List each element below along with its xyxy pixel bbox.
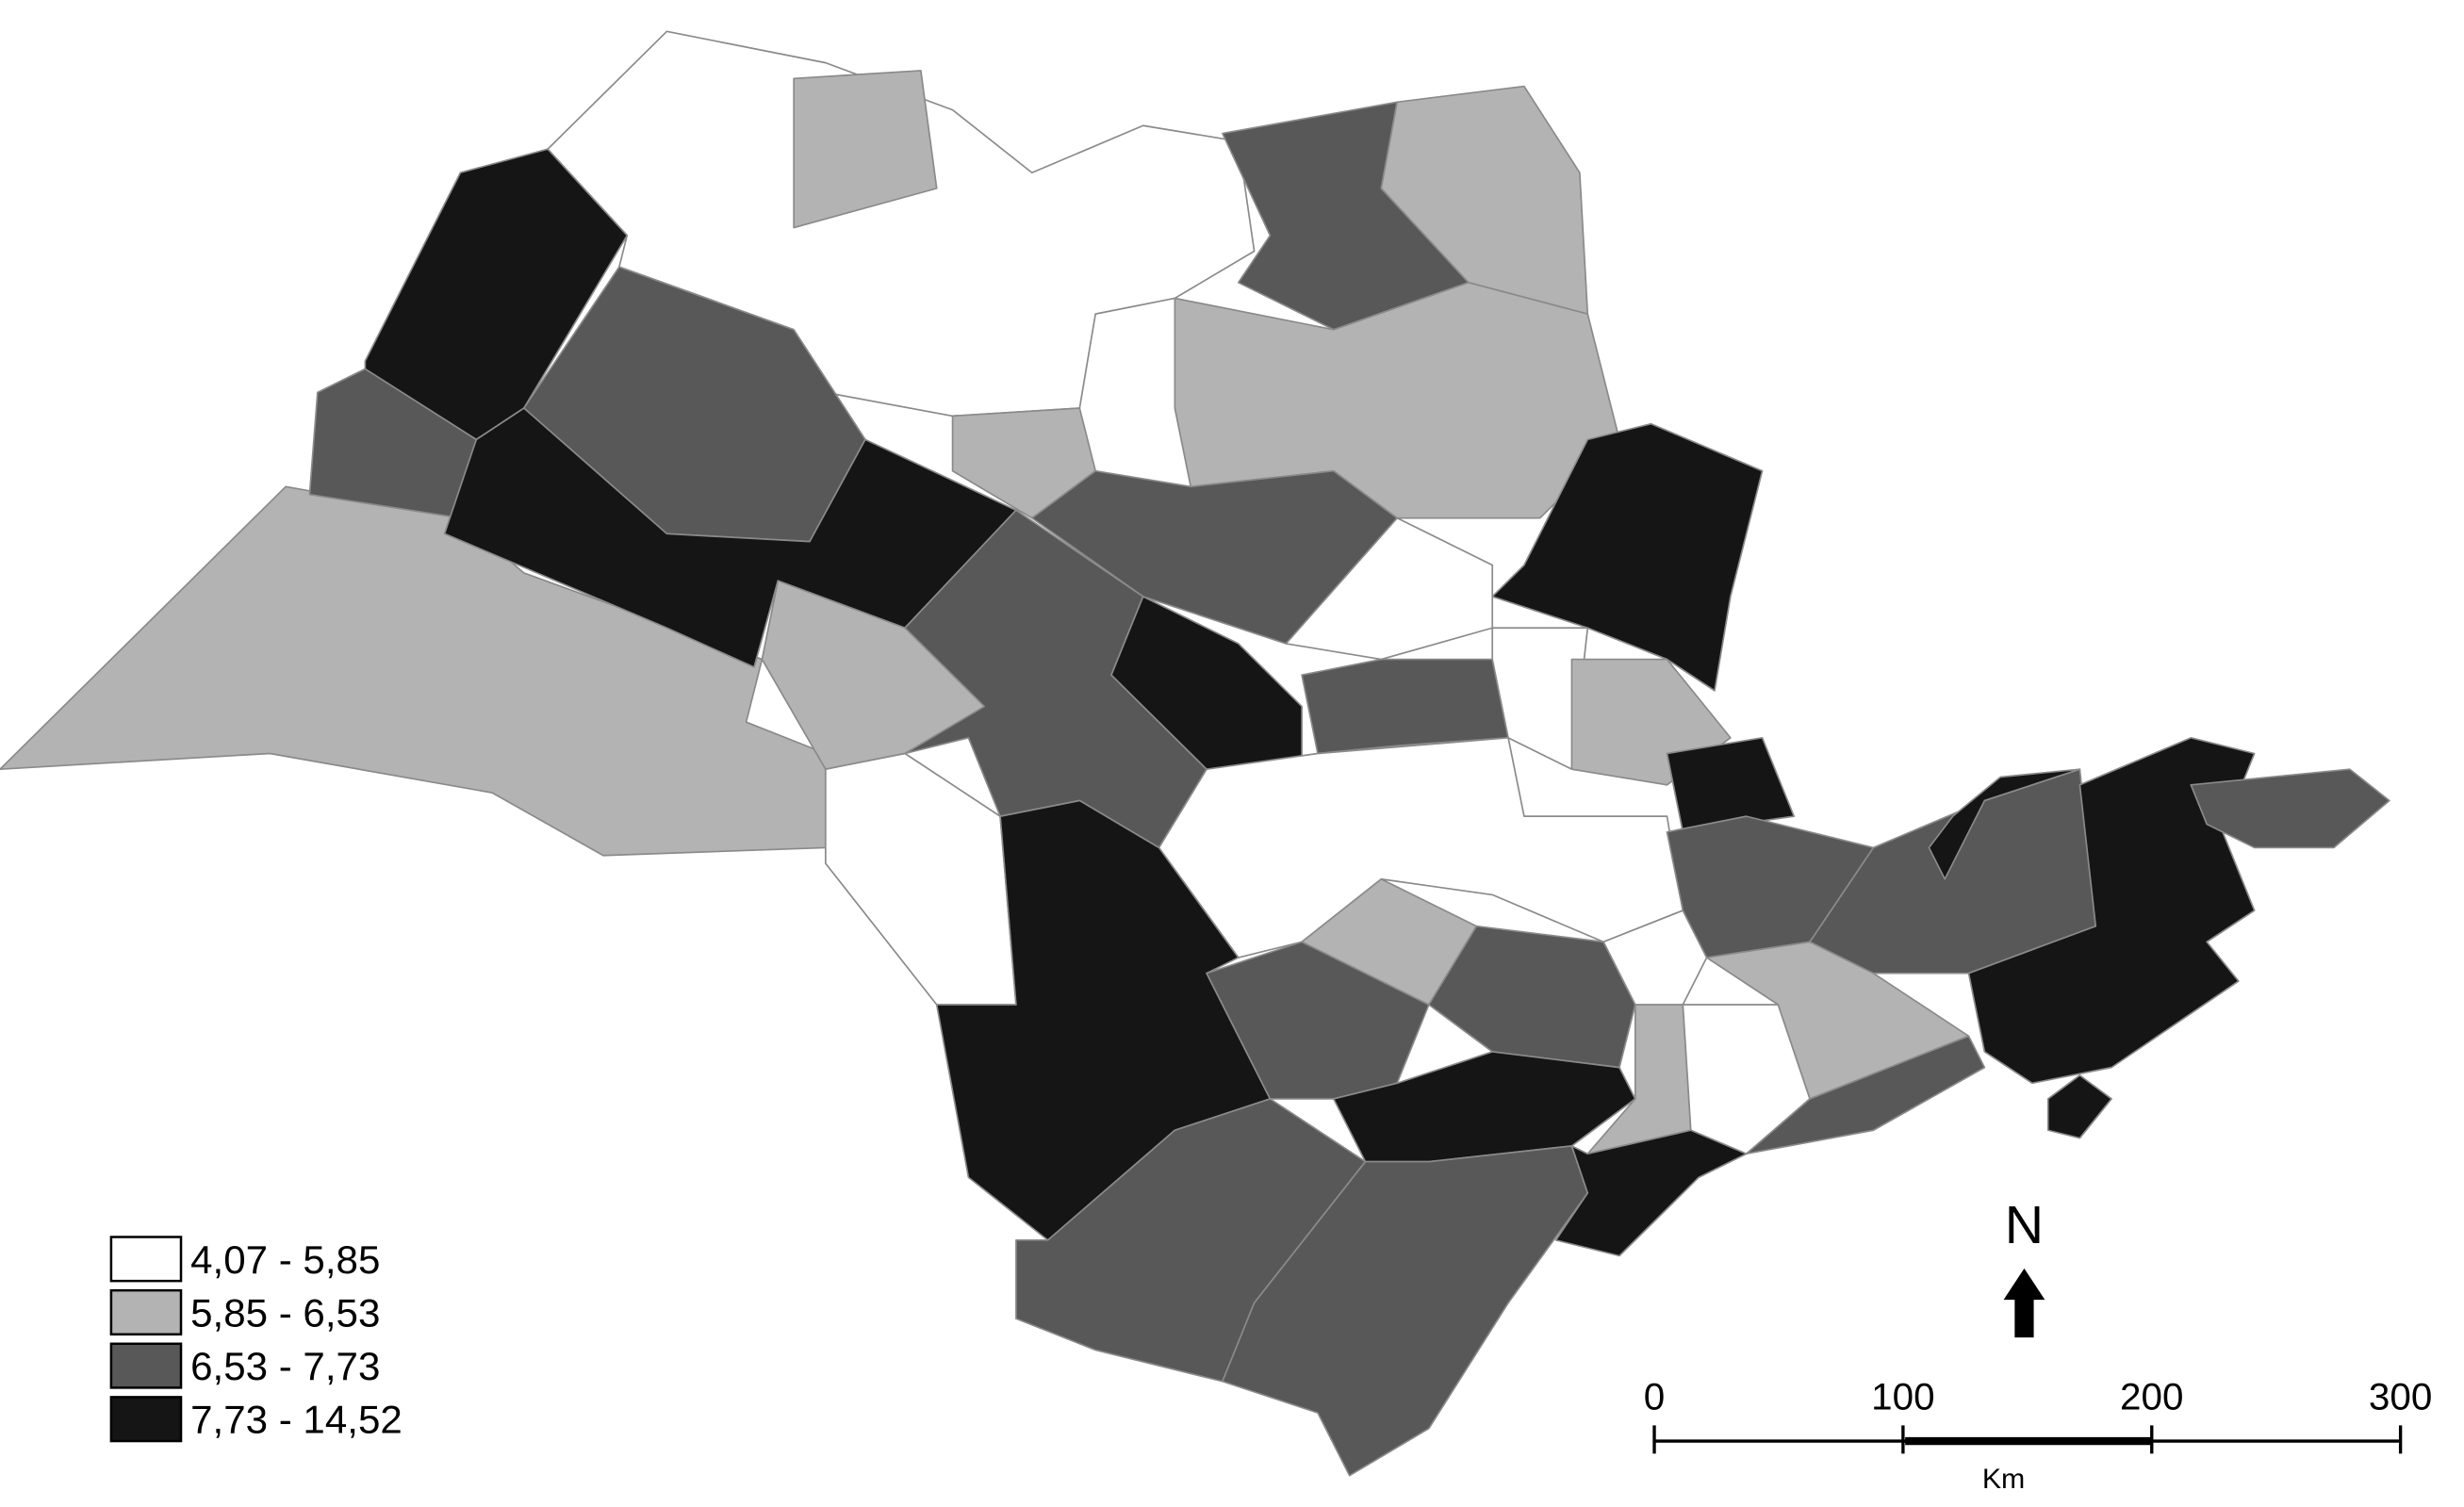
scale-unit: Km [1982, 1464, 2025, 1495]
legend-swatch [109, 1342, 183, 1389]
region [1602, 909, 1708, 1006]
legend: 4,07 - 5,85 5,85 - 6,53 6,53 - 7,73 7,73 - … [109, 1236, 402, 1443]
region [1174, 281, 1620, 519]
scale-tick-label: 0 [1644, 1376, 1665, 1418]
north-arrow: N [2003, 1195, 2045, 1338]
region [1666, 737, 1796, 833]
legend-label: 5,85 - 6,53 [190, 1291, 380, 1335]
legend-swatch [109, 1288, 183, 1336]
region [1491, 627, 1589, 770]
legend-swatch [109, 1396, 183, 1443]
region [1222, 1145, 1589, 1477]
region [1554, 1129, 1748, 1257]
scale-bar: Km 0 100 200 300 [1644, 1376, 2433, 1495]
regions [0, 30, 2390, 1477]
legend-swatch [109, 1236, 183, 1283]
region [824, 752, 1017, 1006]
region [793, 70, 938, 229]
region [1301, 658, 1509, 755]
region [2190, 768, 2390, 849]
north-label: N [2005, 1195, 2044, 1255]
region [2046, 1074, 2112, 1139]
region [1928, 768, 2081, 880]
legend-label: 6,53 - 7,73 [190, 1344, 380, 1388]
scale-tick-label: 100 [1871, 1376, 1934, 1418]
legend-label: 7,73 - 14,52 [190, 1398, 402, 1442]
region [935, 799, 1272, 1241]
region [1967, 737, 2256, 1085]
region [1745, 1035, 1986, 1155]
legend-label: 4,07 - 5,85 [190, 1237, 380, 1282]
scale-tick-label: 200 [2120, 1376, 2183, 1418]
scale-tick-label: 300 [2369, 1376, 2432, 1418]
north-arrow-icon [2003, 1268, 2045, 1338]
region [1491, 422, 1764, 692]
